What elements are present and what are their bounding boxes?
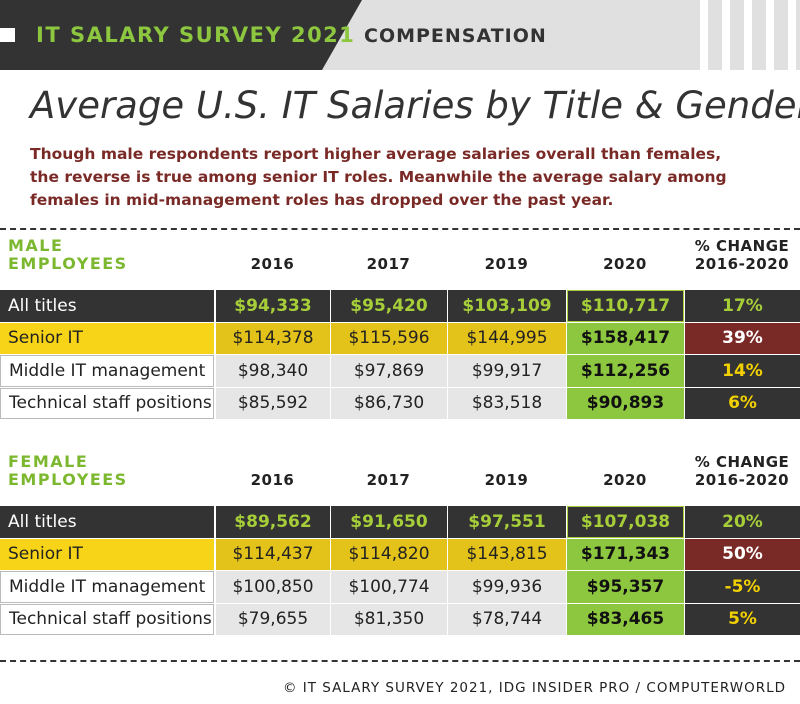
group-label: EMPLOYEES <box>8 470 128 489</box>
row-label: Middle IT management <box>0 355 214 387</box>
value-cell: $89,562 <box>216 506 330 538</box>
value-cell: $95,420 <box>331 290 447 322</box>
section: COMPENSATION <box>364 25 547 47</box>
value-cell: $115,596 <box>331 322 447 354</box>
value-cell: $99,936 <box>448 571 566 603</box>
value-cell: $90,893 <box>567 387 684 419</box>
brand: IT SALARY SURVEY 2021 <box>36 23 355 47</box>
group-label: EMPLOYEES <box>8 254 128 273</box>
value-cell: $94,333 <box>216 290 330 322</box>
value-cell: $158,417 <box>567 322 684 354</box>
column-header: 2016-2020 <box>694 255 790 273</box>
value-cell: $110,717 <box>567 290 684 322</box>
row-label: Senior IT <box>0 538 214 570</box>
column-header: 2020 <box>603 471 647 489</box>
row-label: Senior IT <box>0 322 214 354</box>
value-cell: $79,655 <box>216 603 330 635</box>
value-cell: $86,730 <box>331 387 447 419</box>
value-cell: $112,256 <box>567 355 684 387</box>
value-cell: $99,917 <box>448 355 566 387</box>
subtitle-line: females in mid-management roles has drop… <box>30 191 614 209</box>
value-cell: $78,744 <box>448 603 566 635</box>
value-cell: $91,650 <box>331 506 447 538</box>
value-cell: $95,357 <box>567 571 684 603</box>
group-label: FEMALE <box>8 452 89 471</box>
change-cell: 5% <box>685 603 800 635</box>
column-header: 2019 <box>484 255 529 273</box>
header-bar: IT SALARY SURVEY 2021 COMPENSATION <box>0 0 800 70</box>
change-cell: 50% <box>685 538 800 570</box>
value-cell: $97,551 <box>448 506 566 538</box>
column-header: 2017 <box>366 471 411 489</box>
value-cell: $100,850 <box>216 571 330 603</box>
value-cell: $81,350 <box>331 603 447 635</box>
value-cell: $83,465 <box>567 603 684 635</box>
value-cell: $100,774 <box>331 571 447 603</box>
column-header: 2019 <box>484 471 529 489</box>
title: Average U.S. IT Salaries by Title & Gend… <box>30 84 800 127</box>
column-header: % CHANGE <box>694 237 790 255</box>
value-cell: $114,378 <box>216 322 330 354</box>
row-label: Middle IT management <box>0 571 214 603</box>
subtitle-line: the reverse is true among senior IT role… <box>30 168 727 186</box>
subtitle-line: Though male respondents report higher av… <box>30 145 722 163</box>
change-cell: 17% <box>685 290 800 322</box>
value-cell: $85,592 <box>216 387 330 419</box>
row-label: All titles <box>0 290 214 322</box>
value-cell: $83,518 <box>448 387 566 419</box>
value-cell: $98,340 <box>216 355 330 387</box>
row-label: Technical staff positions <box>0 387 214 419</box>
value-cell: $144,995 <box>448 322 566 354</box>
value-cell: $143,815 <box>448 538 566 570</box>
change-cell: 39% <box>685 322 800 354</box>
column-header: 2017 <box>366 255 411 273</box>
column-header: % CHANGE <box>694 453 790 471</box>
divider <box>0 228 800 230</box>
change-cell: 20% <box>685 506 800 538</box>
change-cell: 14% <box>685 355 800 387</box>
column-header: 2016 <box>250 471 295 489</box>
row-label: Technical staff positions <box>0 603 214 635</box>
change-cell: 6% <box>685 387 800 419</box>
value-cell: $171,343 <box>567 538 684 570</box>
value-cell: $97,869 <box>331 355 447 387</box>
row-label: All titles <box>0 506 214 538</box>
column-header: 2016-2020 <box>694 471 790 489</box>
value-cell: $107,038 <box>567 506 684 538</box>
column-header: 2016 <box>250 255 295 273</box>
footer: © IT SALARY SURVEY 2021, IDG INSIDER PRO… <box>282 680 786 696</box>
divider <box>0 660 800 662</box>
column-header: 2020 <box>603 255 647 273</box>
group-label: MALE <box>8 236 64 255</box>
change-cell: -5% <box>685 571 800 603</box>
value-cell: $114,437 <box>216 538 330 570</box>
value-cell: $114,820 <box>331 538 447 570</box>
value-cell: $103,109 <box>448 290 566 322</box>
